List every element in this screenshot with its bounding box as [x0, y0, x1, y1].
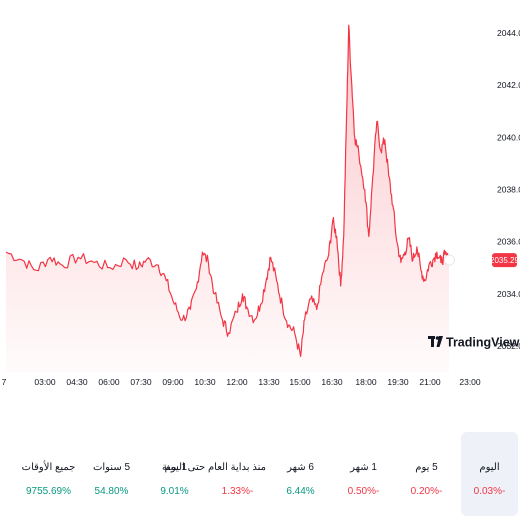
period-label: 1 سنة [161, 462, 188, 473]
period-change-value: 1.33%- [221, 486, 254, 497]
x-tick-label: 23:00 [459, 377, 481, 387]
period-label: 5 سنوات [92, 462, 131, 473]
price-area [6, 25, 449, 372]
y-tick-label: 2040.00 [497, 132, 520, 142]
x-tick-label: 16:30 [321, 377, 343, 387]
y-tick-label: 2044.00 [497, 28, 520, 38]
x-tick-label: 13:30 [258, 377, 280, 387]
x-tick-label: 7 [2, 377, 7, 387]
y-tick-label: 2042.00 [497, 80, 520, 90]
y-tick-label: 2036.00 [497, 237, 520, 247]
x-tick-label: 03:00 [34, 377, 56, 387]
period-label: 6 شهر [287, 462, 314, 473]
x-tick-label: 04:30 [66, 377, 88, 387]
period-tab[interactable]: منذ بداية العام حتى اليوم 1.33%- [164, 432, 266, 516]
period-tab[interactable]: 1 شهر 0.50%- [335, 432, 392, 516]
period-label: اليوم [479, 462, 500, 473]
period-change-value: 0.50%- [347, 486, 380, 497]
period-tab[interactable]: 5 سنوات 54.80% [83, 432, 140, 516]
x-tick-label: 21:00 [419, 377, 441, 387]
price-line-group [5, 24, 450, 357]
period-label: جميع الأوقات [21, 462, 76, 473]
tradingview-watermark: TradingView [428, 336, 520, 350]
watermark-text: TradingView [446, 336, 520, 350]
period-change-value: 0.03%- [473, 486, 506, 497]
period-change-value: 54.80% [94, 486, 129, 497]
period-tab[interactable]: 1 سنة 9.01% [146, 432, 203, 516]
x-axis: 7 03:00 04:30 06:00 07:30 09:00 10:30 12:00 13:3… [2, 377, 481, 387]
x-tick-label: 10:30 [194, 377, 216, 387]
performance-periods: اليوم 0.03%- 5 يوم 0.20%- 1 شهر 0.50%- 6 شهر 6.… [0, 432, 520, 520]
period-tab[interactable]: اليوم 0.03%- [461, 432, 518, 516]
period-label: 5 يوم [415, 462, 438, 473]
period-label: منذ بداية العام حتى اليوم [164, 462, 266, 473]
price-chart: 2032.00 2034.00 2036.00 2038.00 2040.00 2042.… [2, 24, 520, 387]
x-tick-label: 15:00 [289, 377, 311, 387]
period-tab[interactable]: 6 شهر 6.44% [272, 432, 329, 516]
period-change-value: 0.20%- [410, 486, 443, 497]
period-change-value: 9.01% [160, 486, 189, 497]
y-tick-label: 2032.00 [497, 341, 520, 351]
last-price-badge [492, 253, 517, 268]
tradingview-logo-icon [428, 336, 443, 347]
y-axis: 2032.00 2034.00 2036.00 2038.00 2040.00 2042.… [497, 28, 520, 351]
x-tick-label: 18:00 [355, 377, 377, 387]
x-tick-label: 19:30 [387, 377, 409, 387]
y-tick-label: 2038.00 [497, 185, 520, 195]
x-tick-label: 12:00 [226, 377, 248, 387]
last-price-label: 2035.29 [490, 256, 519, 265]
period-tab[interactable]: 5 يوم 0.20%- [398, 432, 455, 516]
period-change-value: 6.44% [286, 486, 315, 497]
x-tick-label: 07:30 [130, 377, 152, 387]
price-area-fill [6, 25, 449, 372]
last-price-dot [444, 254, 455, 266]
last-price-marker: 2035.29 [444, 253, 520, 268]
period-change-value: 9755.69% [25, 486, 72, 497]
price-line [5, 24, 450, 357]
y-tick-label: 2034.00 [497, 289, 520, 299]
x-tick-label: 06:00 [98, 377, 120, 387]
period-label: 1 شهر [350, 462, 377, 473]
period-tab[interactable]: جميع الأوقات 9755.69% [20, 432, 77, 516]
x-tick-label: 09:00 [162, 377, 184, 387]
